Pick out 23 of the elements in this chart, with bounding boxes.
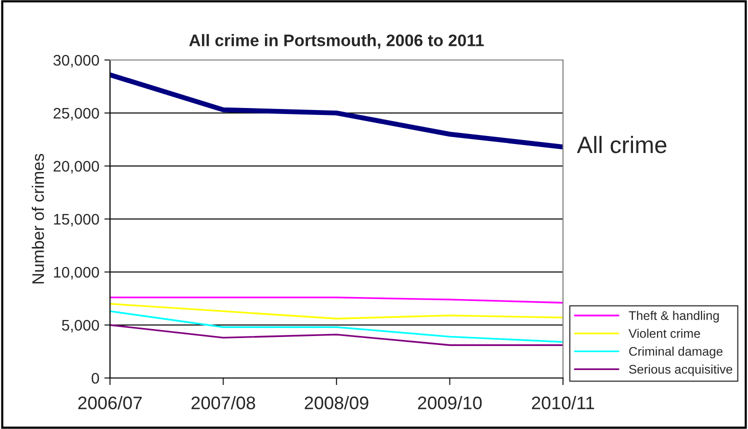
y-tick-label: 10,000 — [54, 266, 99, 280]
y-tick-label: 15,000 — [54, 214, 99, 226]
x-tick-label: 2008/09 — [304, 396, 368, 410]
line-series — [110, 310, 563, 343]
y-tick-label: 30,000 — [53, 54, 99, 68]
line-series — [110, 324, 563, 346]
y-tick-label: 20,000 — [54, 160, 99, 174]
line-series — [110, 72, 563, 150]
legend-label: Criminal damage — [629, 346, 722, 358]
y-tick-label: 25,000 — [54, 108, 99, 120]
legend-label: Serious acquisitive — [629, 364, 732, 376]
chart-title: All crime in Portsmouth, 2006 to 2011 — [189, 34, 484, 49]
line-series — [110, 302, 563, 320]
legend-label: Theft & handling — [628, 310, 719, 322]
x-tick-label: 2006/07 — [78, 396, 142, 410]
y-tick-label: 0 — [92, 372, 99, 384]
x-tick-label: 2009/10 — [418, 396, 482, 410]
legend-label: Violent crime — [628, 328, 700, 338]
x-tick-label: 2010/11 — [532, 396, 594, 410]
y-tick-label: 5,000 — [62, 320, 99, 332]
x-tick-label: 2007/08 — [192, 396, 256, 410]
series-label: All crime — [576, 136, 666, 154]
y-axis-title: Number of crimes — [32, 154, 44, 284]
